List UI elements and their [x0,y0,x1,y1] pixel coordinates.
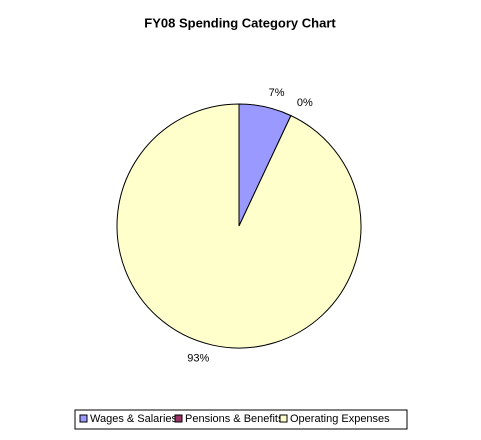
data-label: 0% [297,97,313,109]
legend-swatch [174,414,183,423]
legend-swatch [79,414,88,423]
legend-label: Pensions & Benefits [185,413,284,425]
chart-title: FY08 Spending Category Chart [144,15,336,30]
data-label: 93% [187,353,209,365]
pie-slice [116,103,362,349]
legend-box [74,409,408,430]
legend-swatch [279,414,288,423]
data-label: 7% [269,87,285,99]
legend-label: Operating Expenses [290,413,390,425]
legend-label: Wages & Salaries [90,413,178,425]
